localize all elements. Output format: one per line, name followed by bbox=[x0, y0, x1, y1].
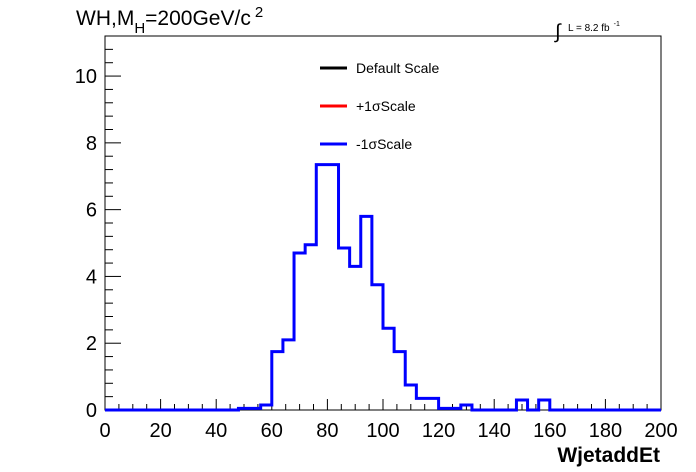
x-tick-label: 80 bbox=[316, 420, 338, 442]
x-tick-label: 40 bbox=[205, 420, 227, 442]
chart-title: WH,MH=200GeV/c 2 bbox=[76, 4, 263, 37]
x-tick-label: 180 bbox=[589, 420, 622, 442]
y-tick-label: 8 bbox=[86, 133, 97, 155]
luminosity-superscript: -1 bbox=[614, 21, 620, 28]
y-tick-label: 4 bbox=[86, 266, 97, 288]
legend: Default Scale +1σScale -1σScale bbox=[320, 60, 439, 152]
y-tick-label: 10 bbox=[75, 66, 97, 88]
x-tick-label: 160 bbox=[533, 420, 566, 442]
legend-label: Default Scale bbox=[356, 60, 439, 76]
y-tick-label: 2 bbox=[86, 333, 97, 355]
chart-title-superscript: 2 bbox=[255, 4, 263, 21]
series-group bbox=[105, 163, 661, 412]
x-tick-label: 120 bbox=[422, 420, 455, 442]
legend-label: -1σScale bbox=[356, 136, 412, 152]
legend-label: +1σScale bbox=[356, 98, 416, 114]
luminosity-integral: ∫ bbox=[554, 21, 562, 43]
luminosity-text: L = 8.2 fb bbox=[568, 23, 610, 34]
y-tick-label: 0 bbox=[86, 400, 97, 422]
x-tick-label: 20 bbox=[149, 420, 171, 442]
chart-title-rest: =200GeV/c bbox=[145, 7, 251, 30]
chart-title-base: WH,M bbox=[76, 7, 134, 30]
chart-title-subscript: H bbox=[134, 20, 145, 37]
axes: 0 20 40 60 80 100 120 140 160 180 200 0 2 4 6 8 10 bbox=[75, 35, 678, 442]
x-tick-label: 140 bbox=[478, 420, 511, 442]
x-tick-label: 200 bbox=[644, 420, 677, 442]
x-axis-label: WjetaddEt bbox=[557, 444, 660, 467]
x-tick-label: 100 bbox=[366, 420, 399, 442]
plot-frame bbox=[104, 35, 662, 411]
x-tick-label: 0 bbox=[99, 420, 110, 442]
x-tick-label: 60 bbox=[261, 420, 283, 442]
series-line bbox=[105, 163, 661, 412]
y-tick-label: 6 bbox=[86, 200, 97, 222]
luminosity-label: L = 8.2 fb -1 bbox=[568, 21, 620, 34]
